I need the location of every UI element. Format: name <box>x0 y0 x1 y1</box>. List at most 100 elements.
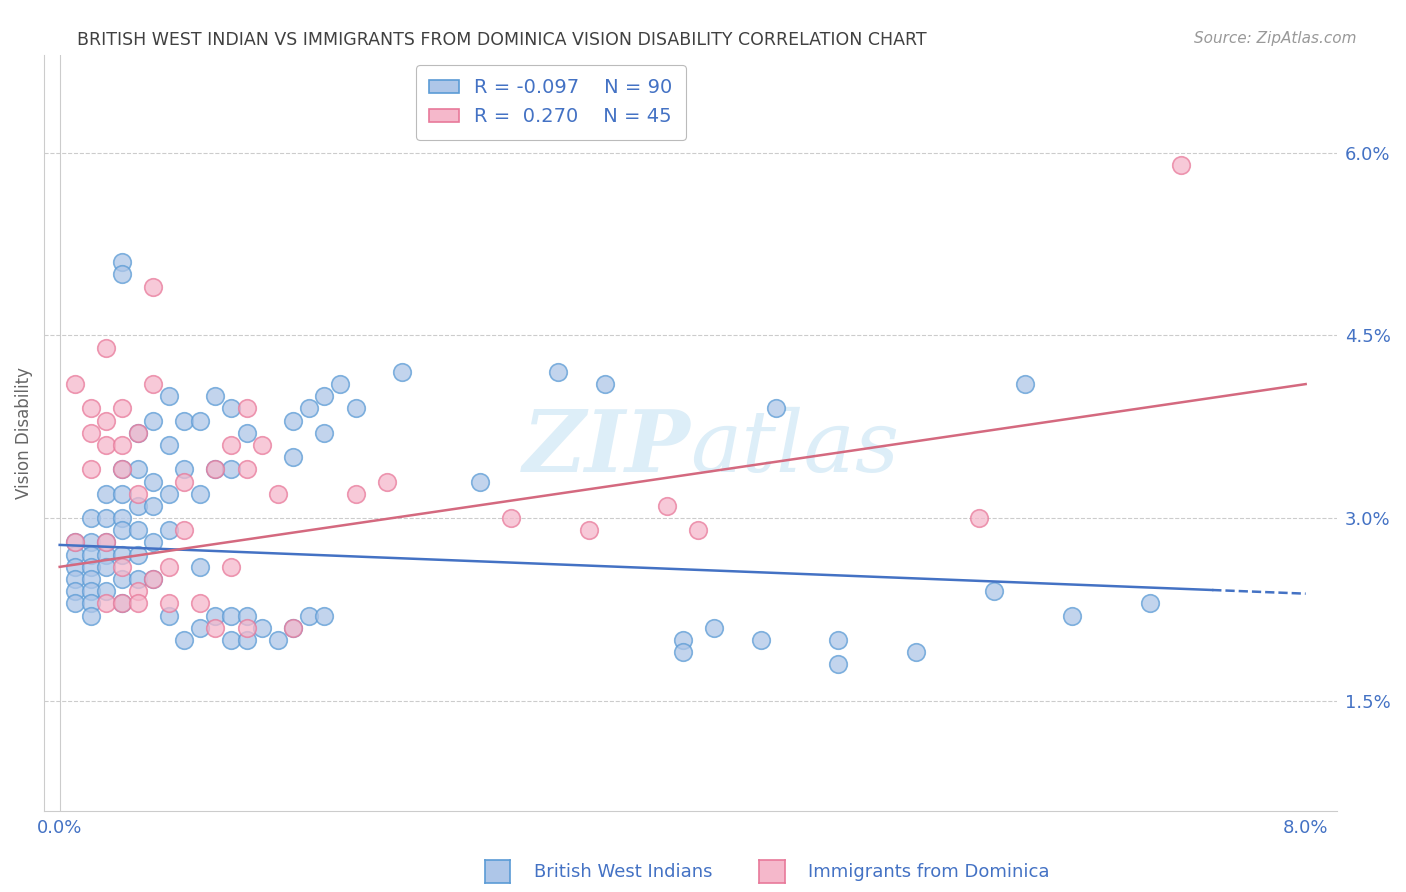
Point <box>111 548 134 562</box>
Point <box>65 548 87 562</box>
Point <box>142 572 165 586</box>
Point <box>283 621 305 635</box>
Point <box>111 462 134 476</box>
Point <box>111 487 134 501</box>
Point <box>111 511 134 525</box>
Point <box>173 462 195 476</box>
Point <box>267 487 290 501</box>
Point <box>749 632 772 647</box>
Point <box>235 608 257 623</box>
Text: ZIP: ZIP <box>523 406 690 490</box>
Point <box>219 438 242 452</box>
Point <box>96 341 118 355</box>
Point <box>111 462 134 476</box>
Point <box>127 425 149 440</box>
Point <box>1060 608 1083 623</box>
Legend: R = -0.097    N = 90, R =  0.270    N = 45: R = -0.097 N = 90, R = 0.270 N = 45 <box>416 65 686 140</box>
Y-axis label: Vision Disability: Vision Disability <box>15 367 32 499</box>
Point <box>142 475 165 489</box>
Point <box>80 535 103 549</box>
Point <box>547 365 569 379</box>
Point <box>127 596 149 610</box>
Point <box>250 621 273 635</box>
Point <box>127 524 149 538</box>
Point <box>173 414 195 428</box>
Point <box>267 632 290 647</box>
Point <box>80 548 103 562</box>
Point <box>219 608 242 623</box>
Point <box>314 389 336 403</box>
Text: BRITISH WEST INDIAN VS IMMIGRANTS FROM DOMINICA VISION DISABILITY CORRELATION CH: BRITISH WEST INDIAN VS IMMIGRANTS FROM D… <box>77 31 927 49</box>
Point <box>983 584 1005 599</box>
Point <box>672 645 695 659</box>
Point <box>96 535 118 549</box>
Point <box>204 462 226 476</box>
Point <box>173 632 195 647</box>
Point <box>173 475 195 489</box>
Point <box>80 425 103 440</box>
Point <box>80 559 103 574</box>
Point <box>80 596 103 610</box>
Point <box>96 414 118 428</box>
Point <box>111 524 134 538</box>
Point <box>157 524 180 538</box>
Text: atlas: atlas <box>690 407 900 490</box>
Point <box>655 499 678 513</box>
Point <box>391 365 413 379</box>
Point <box>142 377 165 392</box>
Point <box>111 255 134 269</box>
Point <box>765 401 787 416</box>
Point <box>219 462 242 476</box>
Point <box>827 657 849 672</box>
Point <box>204 621 226 635</box>
Point <box>80 511 103 525</box>
Point <box>111 559 134 574</box>
Point <box>204 389 226 403</box>
Point <box>905 645 928 659</box>
Point <box>298 608 321 623</box>
Point <box>283 621 305 635</box>
Point <box>1014 377 1036 392</box>
Point <box>235 621 257 635</box>
Point <box>142 499 165 513</box>
Text: British West Indians: British West Indians <box>534 863 713 881</box>
Point <box>470 475 492 489</box>
Point <box>188 621 211 635</box>
Point <box>235 462 257 476</box>
Point <box>142 279 165 293</box>
Point <box>250 438 273 452</box>
Point <box>65 596 87 610</box>
Point <box>96 487 118 501</box>
Point <box>703 621 725 635</box>
Point <box>111 401 134 416</box>
Point <box>96 584 118 599</box>
Point <box>235 425 257 440</box>
Point <box>96 438 118 452</box>
Point <box>111 438 134 452</box>
Point <box>65 572 87 586</box>
Point <box>204 462 226 476</box>
Point <box>1170 158 1192 172</box>
Point <box>1139 596 1161 610</box>
Point <box>344 487 367 501</box>
Point <box>142 572 165 586</box>
Point <box>827 632 849 647</box>
Point <box>157 389 180 403</box>
Point <box>157 608 180 623</box>
Point <box>80 584 103 599</box>
Point <box>65 535 87 549</box>
Point <box>157 559 180 574</box>
Point <box>283 414 305 428</box>
Point <box>96 559 118 574</box>
Point <box>219 559 242 574</box>
Point <box>501 511 523 525</box>
Point <box>157 596 180 610</box>
Point <box>157 438 180 452</box>
Point <box>688 524 710 538</box>
Point <box>127 548 149 562</box>
Point <box>593 377 616 392</box>
Point <box>127 425 149 440</box>
Point <box>127 584 149 599</box>
Point <box>188 559 211 574</box>
Point <box>80 462 103 476</box>
